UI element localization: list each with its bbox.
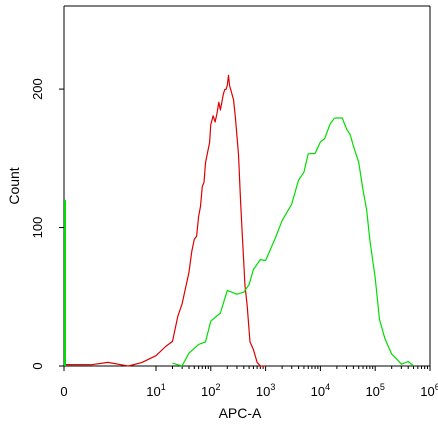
x-tick-label: 103 bbox=[256, 382, 275, 399]
x-tick-label: 104 bbox=[311, 382, 330, 399]
y-tick-label: 200 bbox=[30, 78, 45, 100]
x-tick-label: 101 bbox=[146, 382, 165, 399]
x-tick-label: 106 bbox=[420, 382, 438, 399]
y-tick-label: 0 bbox=[30, 362, 45, 369]
y-tick-label: 100 bbox=[30, 217, 45, 239]
y-axis-label: Count bbox=[6, 167, 22, 204]
histogram-series bbox=[63, 74, 414, 367]
series-line bbox=[63, 74, 266, 367]
plot-frame bbox=[63, 5, 431, 367]
series-line bbox=[172, 117, 414, 367]
x-tick-label: 102 bbox=[201, 382, 220, 399]
y-axis-ticks: 0 100 200 bbox=[30, 78, 64, 370]
x-tick-label: 0 bbox=[60, 384, 67, 399]
x-axis-label: APC-A bbox=[219, 405, 262, 421]
x-tick-label: 105 bbox=[365, 382, 384, 399]
x-axis-ticks: 0 101 102 103 104 105 106 bbox=[60, 366, 438, 399]
